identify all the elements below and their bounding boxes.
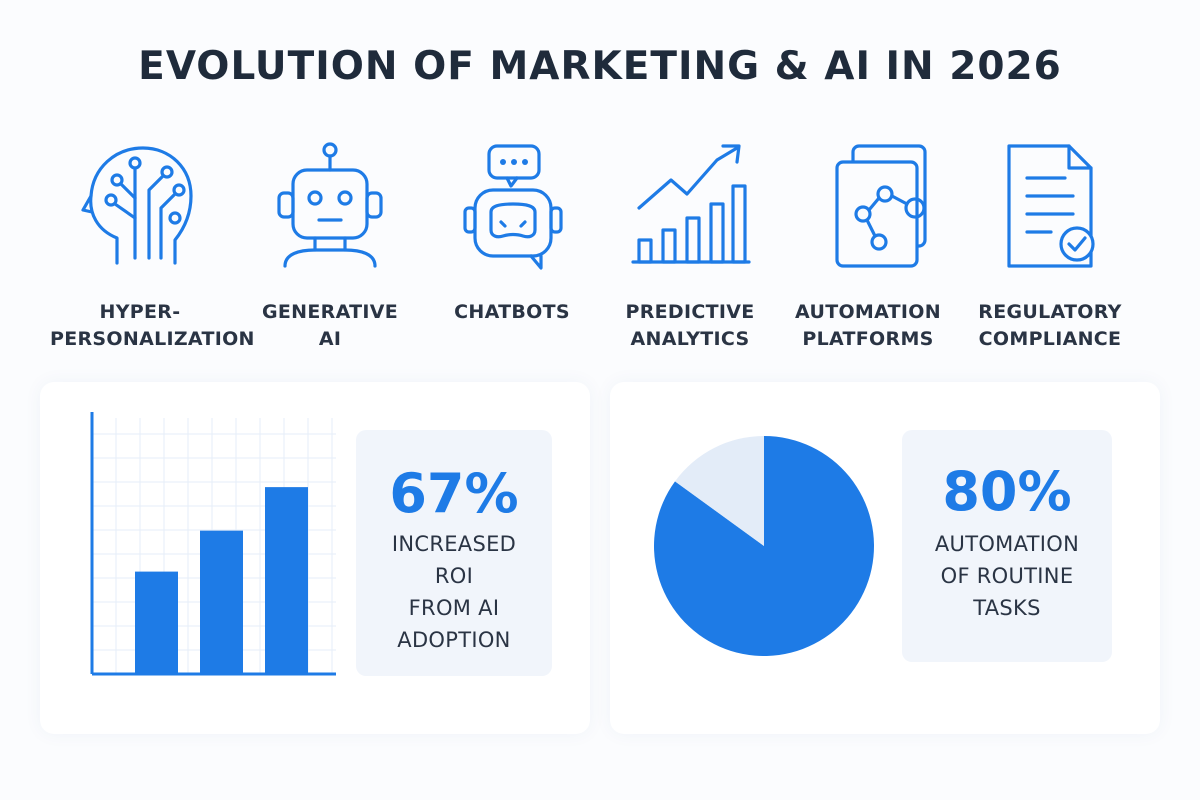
automation-stat-value: 80% xyxy=(942,460,1072,523)
category-regulatory-compliance: REGULATORY COMPLIANCE xyxy=(960,138,1140,353)
category-label: AUTOMATION PLATFORMS xyxy=(795,301,941,350)
pie-slice-2 xyxy=(675,436,764,546)
roi-stat-value: 67% xyxy=(389,462,519,525)
bar-3 xyxy=(265,487,308,674)
category-predictive-analytics: PREDICTIVE ANALYTICS xyxy=(600,138,780,353)
workflow-icon xyxy=(835,144,927,268)
document-check-icon xyxy=(1007,144,1095,268)
category-chatbots: CHATBOTS xyxy=(422,138,602,326)
category-label: REGULATORY COMPLIANCE xyxy=(978,301,1122,350)
category-label: GENERATIVE AI xyxy=(261,301,399,350)
robot-icon xyxy=(277,142,383,268)
category-label: CHATBOTS xyxy=(454,301,570,323)
automation-stat-label: AUTOMATION OF ROUTINE TASKS xyxy=(934,532,1080,620)
trend-chart-icon xyxy=(631,144,751,264)
category-hyper-personalization: HYPER- PERSONALIZATION xyxy=(50,138,255,353)
page-title: EVOLUTION OF MARKETING & AI IN 2026 xyxy=(138,44,1062,89)
automation-pie-chart xyxy=(654,436,874,656)
roi-bar-chart xyxy=(90,412,336,676)
category-automation-platforms: AUTOMATION PLATFORMS xyxy=(778,138,958,353)
automation-panel: 80% AUTOMATION OF ROUTINE TASKS xyxy=(610,382,1160,734)
category-label: HYPER- PERSONALIZATION xyxy=(50,301,255,350)
category-label: PREDICTIVE ANALYTICS xyxy=(625,301,755,350)
category-generative-ai: GENERATIVE AI xyxy=(240,138,420,353)
automation-stat-card: 80% AUTOMATION OF ROUTINE TASKS xyxy=(902,430,1112,662)
bar-2 xyxy=(200,530,243,674)
head-circuit-icon xyxy=(81,146,193,265)
roi-panel: 67% INCREASED ROI FROM AI ADOPTION xyxy=(40,382,590,734)
roi-stat-label: INCREASED ROI FROM AI ADOPTION xyxy=(391,532,517,652)
bar-1 xyxy=(135,571,178,674)
chatbot-icon xyxy=(463,144,563,270)
roi-stat-card: 67% INCREASED ROI FROM AI ADOPTION xyxy=(356,430,552,676)
